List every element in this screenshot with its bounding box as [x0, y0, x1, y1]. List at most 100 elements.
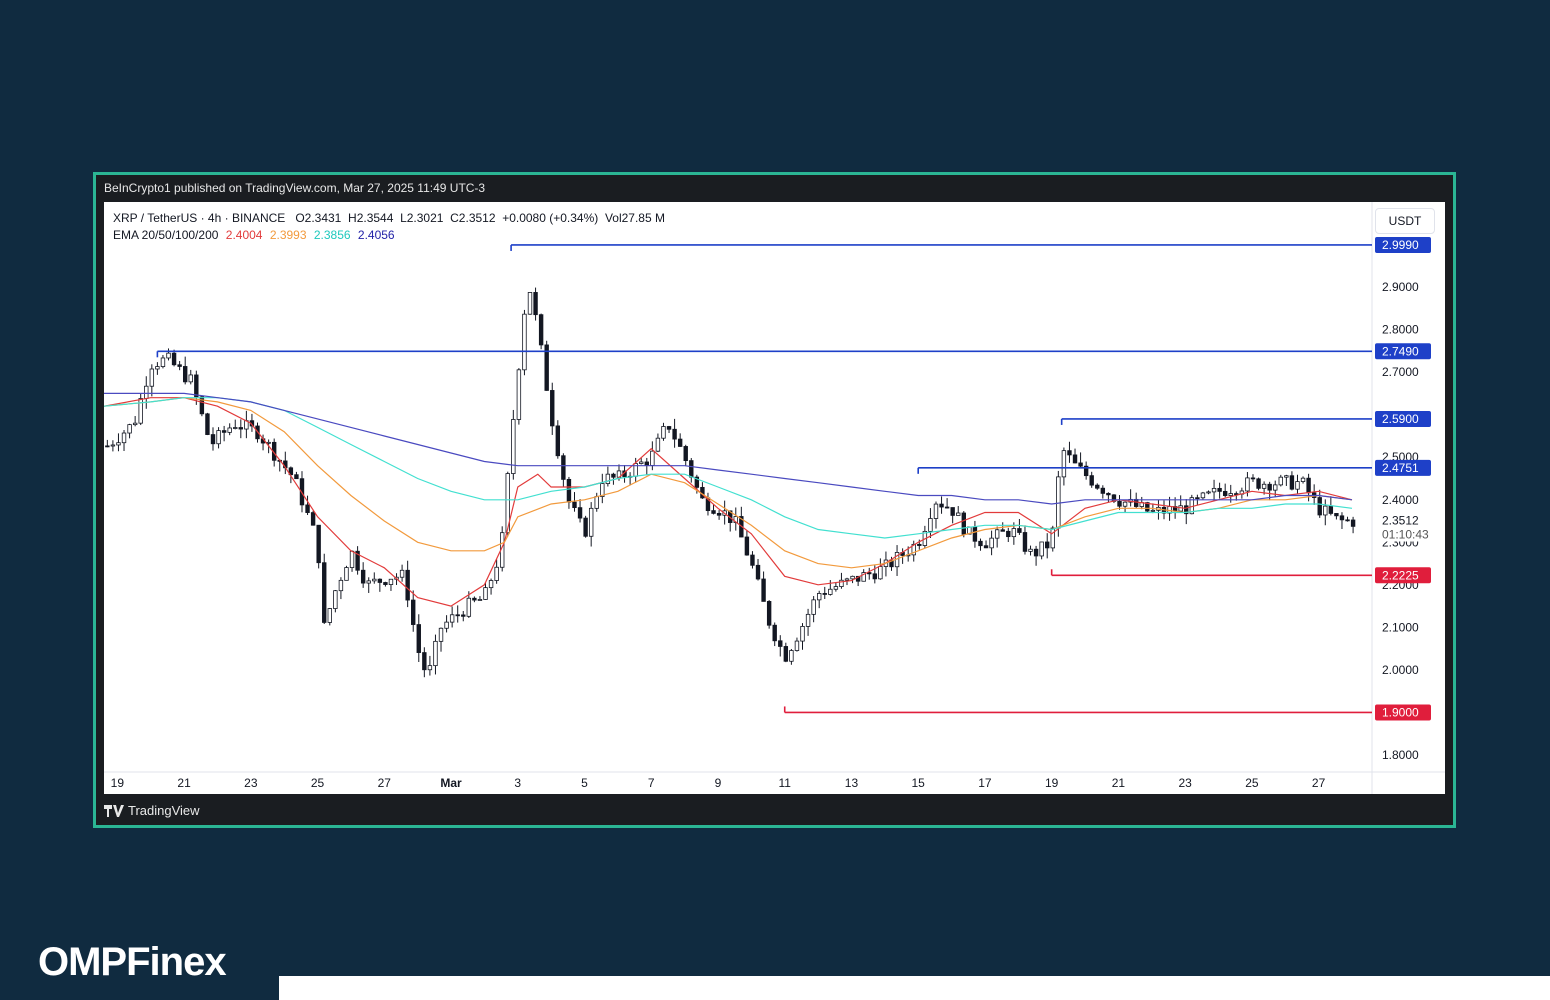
candle-body: [533, 292, 538, 316]
candle-body: [138, 398, 143, 424]
candle-body: [310, 512, 316, 526]
candle-body: [1022, 532, 1028, 552]
date-tick-label: 21: [177, 776, 191, 790]
candle-body: [1078, 462, 1083, 467]
ema-label: EMA 20/50/100/200: [113, 228, 219, 242]
candle-body: [438, 627, 444, 642]
level-price-badge: [1375, 410, 1431, 427]
candle-body: [956, 512, 961, 516]
candle-body: [1250, 477, 1256, 480]
candle-body: [950, 507, 955, 516]
candle-body: [316, 524, 321, 564]
date-tick-label: 19: [1045, 776, 1059, 790]
ema100-value: 2.3856: [313, 228, 351, 242]
date-tick-label: 23: [244, 776, 258, 790]
candle-body: [538, 314, 544, 346]
countdown-label: 01:10:43: [1382, 528, 1429, 542]
candle-body: [1145, 502, 1150, 512]
ema20-value: 2.4004: [225, 228, 263, 242]
candle-body: [144, 385, 149, 399]
candle-body: [110, 444, 116, 447]
candle-body: [994, 529, 1000, 539]
candle-body: [828, 588, 833, 595]
candle-body: [127, 424, 132, 434]
candle-body: [577, 507, 583, 519]
level-price-badge: [1375, 704, 1431, 721]
candle-body: [1045, 541, 1050, 549]
candle-body: [327, 608, 332, 623]
candle-body: [594, 496, 599, 509]
candle-body: [972, 526, 978, 542]
tradingview-footer[interactable]: TradingView: [104, 803, 200, 818]
date-tick-label: 25: [1245, 776, 1259, 790]
candle-body: [800, 626, 805, 642]
candle-body: [1106, 492, 1111, 496]
current-price-badge: [1375, 511, 1435, 542]
candle-body: [1306, 477, 1311, 494]
candle-body: [911, 543, 916, 556]
price-chart[interactable]: 1.80001.90002.00002.10002.20002.30002.40…: [104, 202, 1445, 794]
candle-body: [511, 419, 516, 474]
ema-line: [104, 392, 1353, 505]
candle-body: [672, 428, 677, 440]
candle-body: [1195, 497, 1200, 500]
tradingview-label: TradingView: [128, 803, 200, 818]
ema200-value: 2.4056: [357, 228, 395, 242]
candle-body: [1089, 475, 1094, 486]
price-tick-label: 2.4000: [1382, 493, 1419, 507]
candle-body: [383, 582, 388, 585]
candle-body: [1245, 477, 1250, 492]
candle-body: [483, 587, 488, 600]
candle-body: [449, 614, 455, 623]
symbol-legend: XRP / TetherUS · 4h · BINANCE O2.3431 H2…: [113, 211, 665, 225]
candle-body: [1256, 478, 1261, 489]
candle-body: [1228, 493, 1233, 496]
candle-body: [861, 572, 866, 582]
level-price-label: 2.7490: [1382, 344, 1419, 358]
candle-body: [216, 430, 221, 445]
candle-body: [527, 292, 533, 315]
chart-frame: BeInCrypto1 published on TradingView.com…: [93, 172, 1456, 828]
candle-body: [505, 473, 510, 534]
candle-body: [822, 593, 827, 595]
date-tick-label: 13: [845, 776, 859, 790]
price-tick-label: 1.8000: [1382, 748, 1419, 762]
date-tick-label: 3: [514, 776, 521, 790]
candle-body: [1295, 481, 1300, 490]
candle-body: [116, 442, 121, 446]
candle-body: [766, 601, 772, 626]
ema50-value: 2.3993: [269, 228, 307, 242]
candle-body: [555, 425, 561, 457]
candle-body: [655, 437, 661, 452]
candle-body: [844, 578, 850, 581]
candle-body: [750, 554, 755, 566]
candle-body: [227, 427, 232, 433]
tradingview-logo-icon: [104, 804, 124, 817]
candle-body: [494, 566, 499, 581]
level-price-badge: [1375, 236, 1431, 253]
candle-body: [1000, 529, 1005, 532]
candle-body: [238, 427, 244, 430]
candle-body: [566, 478, 572, 503]
currency-button[interactable]: USDT: [1375, 208, 1435, 234]
candle-body: [1206, 491, 1211, 494]
ohlc-high: H2.3544: [348, 211, 394, 225]
date-tick-label: 25: [311, 776, 325, 790]
candle-body: [194, 374, 199, 398]
candle-body: [1100, 487, 1106, 494]
candle-body: [444, 621, 449, 629]
candle-body: [1334, 513, 1339, 517]
candle-body: [928, 518, 933, 532]
ohlc-low: L2.3021: [400, 211, 444, 225]
candle-body: [639, 461, 644, 464]
candle-body: [305, 504, 310, 513]
chart-panel[interactable]: 1.80001.90002.00002.10002.20002.30002.40…: [104, 202, 1445, 794]
candle-body: [366, 580, 371, 584]
candle-body: [422, 652, 427, 671]
candle-body: [322, 562, 327, 623]
candle-body: [789, 650, 794, 662]
ema-line: [104, 397, 1353, 539]
candle-body: [472, 597, 477, 601]
date-tick-label: 21: [1112, 776, 1126, 790]
candle-body: [1317, 497, 1322, 516]
